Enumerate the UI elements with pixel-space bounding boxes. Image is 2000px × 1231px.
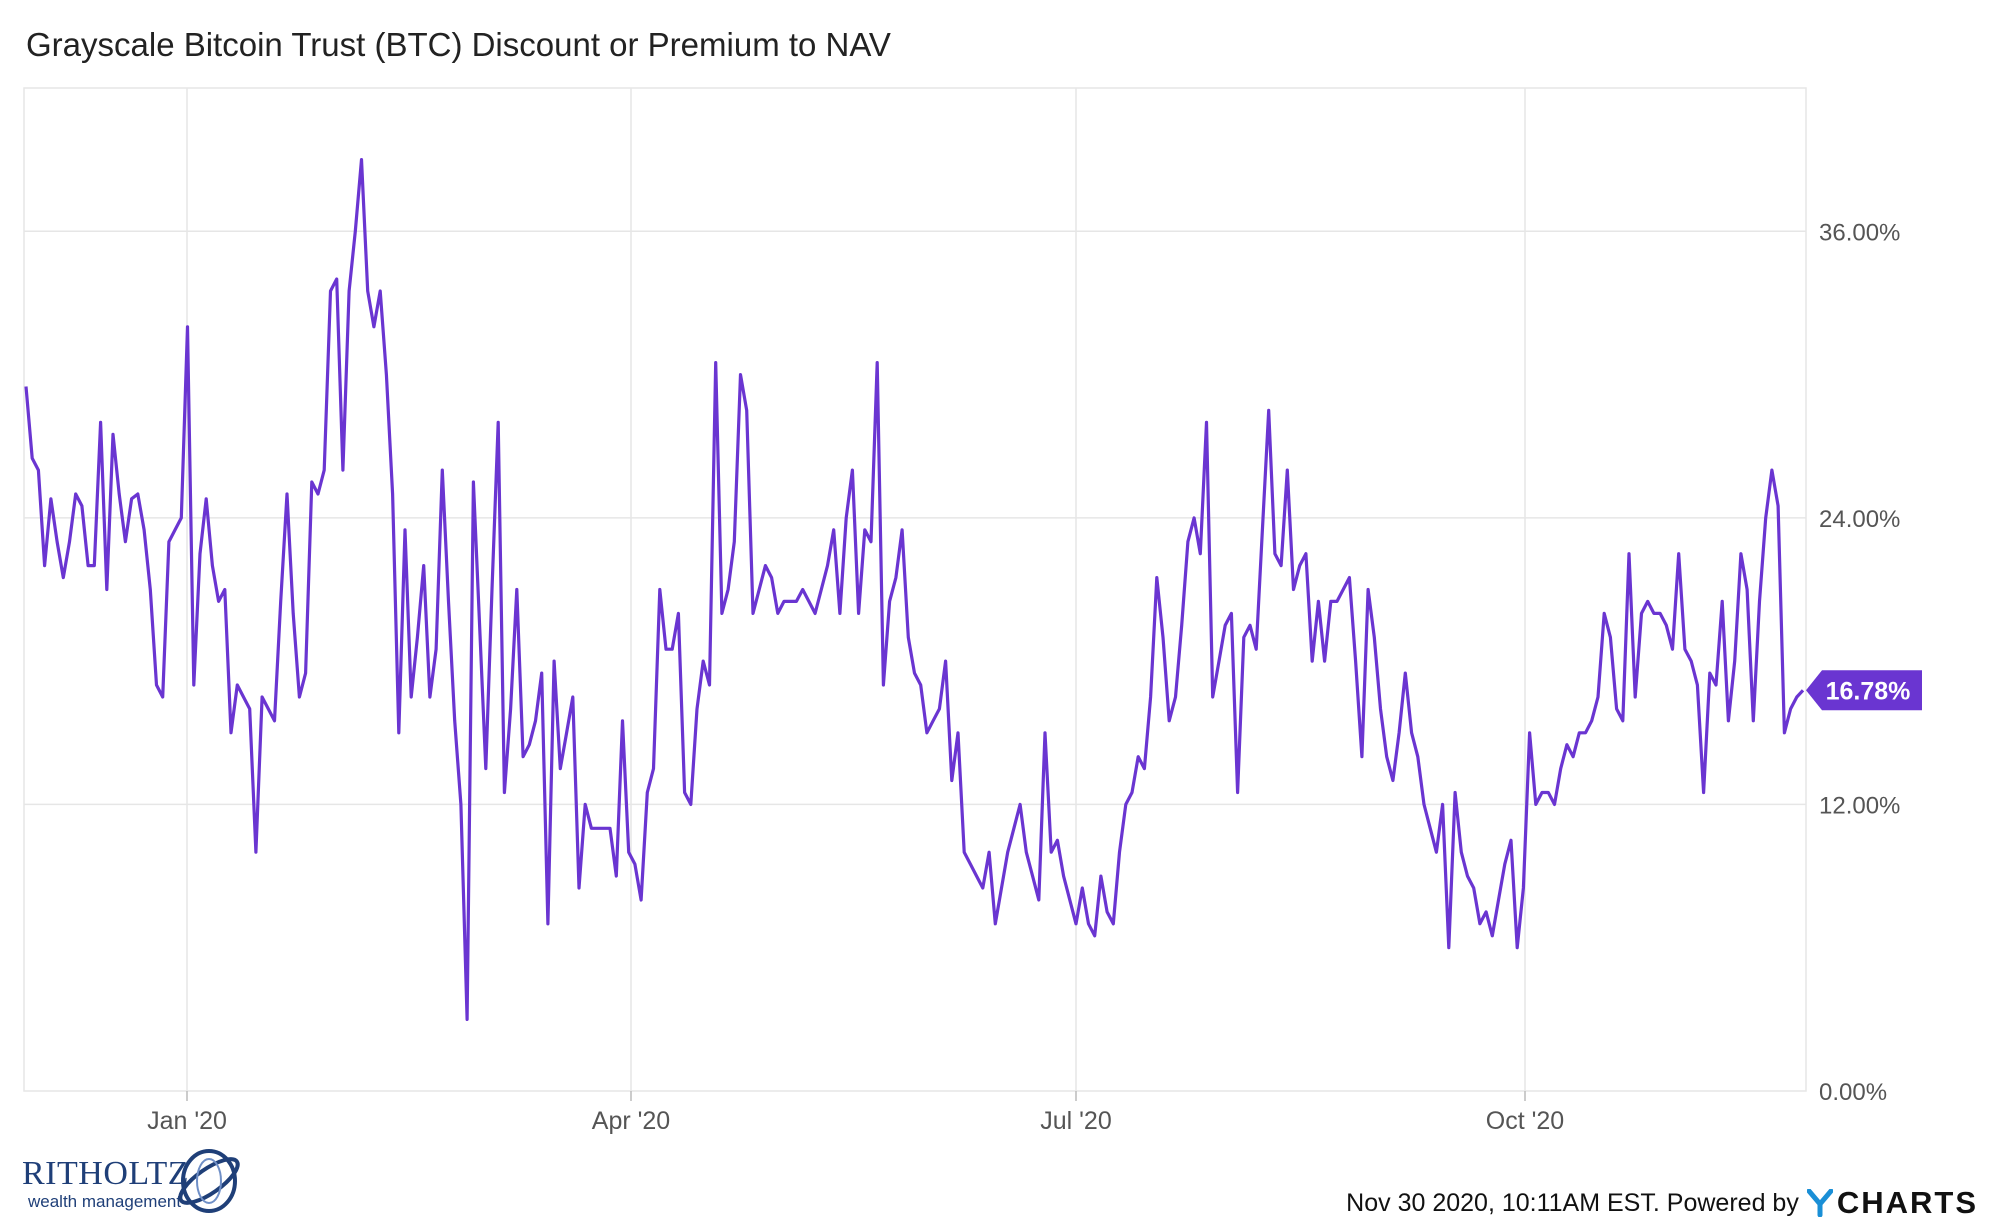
y-tick-label: 0.00% [1819, 1079, 1887, 1106]
ycharts-logo: CHARTS [1806, 1185, 1978, 1221]
x-tick-label: Apr '20 [592, 1107, 670, 1135]
x-tick-label: Jul '20 [1040, 1107, 1111, 1135]
ritholtz-logo: RITHOLTZ wealth management [22, 1143, 242, 1218]
y-tick-label: 24.00% [1819, 506, 1900, 533]
last-value-badge [1806, 670, 1922, 711]
x-tick-label: Jan '20 [147, 1107, 227, 1135]
footer-attribution: Nov 30 2020, 10:11AM EST. Powered by CHA… [1346, 1183, 1978, 1223]
ritholtz-tagline: wealth management [28, 1192, 182, 1211]
chart-title: Grayscale Bitcoin Trust (BTC) Discount o… [26, 26, 891, 63]
last-value-label: 16.78% [1826, 677, 1911, 705]
ycharts-y-icon [1806, 1189, 1833, 1217]
plot-frame [23, 87, 1807, 1092]
series-line [24, 158, 1805, 1022]
x-tick-label: Oct '20 [1486, 1107, 1564, 1135]
ycharts-wordmark: CHARTS [1836, 1185, 1978, 1220]
y-tick-label: 36.00% [1819, 219, 1900, 246]
globe-icon [178, 1149, 240, 1213]
ritholtz-wordmark: RITHOLTZ [22, 1155, 190, 1192]
timestamp: Nov 30 2020, 10:11AM EST. [1346, 1188, 1660, 1217]
y-tick-label: 12.00% [1819, 792, 1900, 819]
powered-by-text: Powered by [1666, 1188, 1799, 1217]
